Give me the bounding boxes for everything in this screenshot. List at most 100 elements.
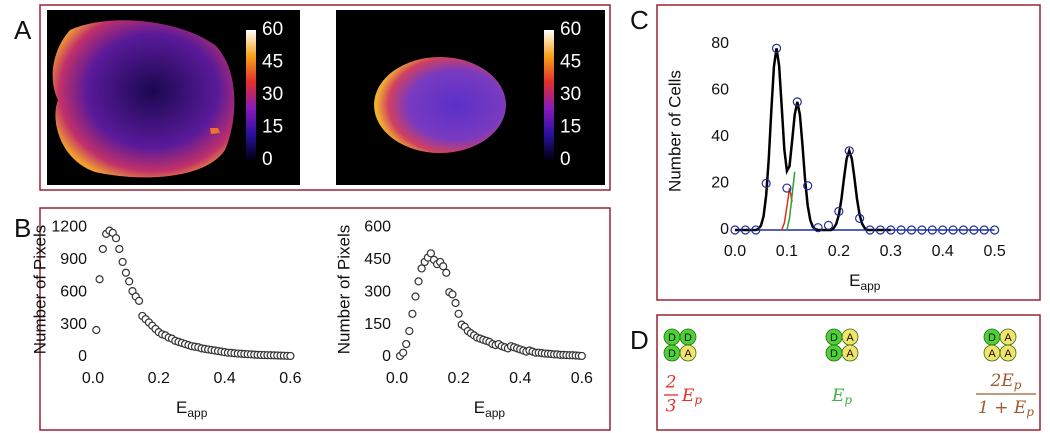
data-point	[286, 351, 295, 361]
data-point	[844, 146, 854, 156]
cell-image	[374, 57, 506, 153]
x-axis-label-sub: app	[860, 279, 880, 293]
y-tick-label: 0	[382, 348, 391, 365]
data-point	[405, 326, 414, 336]
data-point	[958, 225, 969, 235]
y-tick-label: 150	[364, 316, 391, 333]
data-point	[938, 225, 948, 235]
data-point	[111, 234, 121, 243]
data-point	[417, 264, 426, 273]
data-point	[125, 277, 134, 286]
colorbar	[544, 30, 554, 160]
x-tick-label: 0.4	[932, 243, 954, 260]
y-tick-label: 600	[364, 219, 391, 236]
subunit-label: D	[668, 348, 676, 360]
data-point	[948, 225, 958, 235]
data-point	[865, 225, 875, 235]
formula-numerator: 2	[665, 373, 677, 393]
colorbar	[246, 30, 256, 160]
panel-label: A	[14, 15, 32, 45]
x-axis-label: Eapp	[474, 398, 506, 420]
x-tick-label: 0.2	[447, 370, 469, 387]
data-point	[979, 225, 989, 235]
subunit-label: A	[1004, 348, 1012, 360]
data-point	[751, 225, 761, 235]
data-point	[969, 225, 979, 235]
x-tick-label: 0.2	[148, 370, 170, 387]
y-axis-label: Number of Cells	[665, 70, 684, 192]
data-point	[408, 309, 417, 318]
x-tick-label: 0.0	[386, 370, 408, 387]
x-tick-label: 0.6	[571, 370, 593, 387]
formula-sub: p	[694, 393, 702, 407]
y-tick-label: 1200	[51, 219, 87, 236]
data-point	[834, 206, 844, 216]
formula-term: Ep	[831, 386, 852, 407]
subunit	[841, 344, 859, 362]
fit-line	[786, 171, 796, 231]
data-point	[917, 225, 927, 235]
subunit-label: A	[846, 348, 854, 360]
formula-main: 2E	[990, 371, 1015, 391]
subunit-label: D	[668, 332, 676, 344]
colorbar-tick-label: 60	[262, 19, 283, 40]
subunit-label: D	[988, 332, 996, 344]
data-point	[121, 268, 131, 277]
y-tick-label: 450	[364, 251, 391, 268]
fit-line	[781, 187, 793, 231]
panel-label: C	[630, 5, 649, 35]
data-point	[771, 43, 782, 53]
y-tick-label: 0	[720, 221, 729, 238]
colorbar-tick-label: 0	[262, 149, 273, 170]
data-point	[990, 225, 1000, 235]
data-point	[906, 225, 917, 235]
x-axis-label-main: E	[176, 398, 187, 417]
subunit	[679, 344, 697, 362]
data-point	[886, 225, 896, 235]
formula-main: E	[831, 386, 845, 406]
x-axis-label-main: E	[849, 271, 860, 290]
formula-term: Ep	[681, 386, 702, 407]
data-point	[414, 277, 423, 286]
data-point	[454, 309, 463, 318]
x-axis-label: Eapp	[849, 271, 881, 293]
data-point	[92, 325, 101, 335]
subunit-label: D	[684, 332, 692, 344]
data-point	[118, 257, 127, 267]
colorbar-tick-label: 15	[262, 117, 283, 138]
x-axis-label: Eapp	[176, 398, 208, 420]
subunit-label: D	[830, 348, 838, 360]
panel-frame	[39, 4, 611, 191]
cell-image	[52, 20, 235, 178]
data-point	[730, 225, 740, 235]
data-point	[98, 244, 107, 254]
colorbar-tick-label: 0	[560, 149, 571, 170]
subunit-label: A	[684, 348, 692, 360]
y-axis-label: Number of Pixels	[30, 225, 49, 354]
colorbar-tick-label: 15	[560, 117, 581, 138]
y-tick-label: 20	[711, 175, 729, 192]
data-point	[402, 339, 411, 349]
data-point	[896, 225, 906, 235]
formula-sub: p	[1014, 378, 1022, 392]
y-tick-label: 80	[711, 35, 729, 52]
formula-numerator: 2Ep	[990, 371, 1022, 392]
subunit-label: A	[1004, 332, 1012, 344]
data-point	[875, 225, 885, 235]
y-tick-label: 40	[711, 128, 729, 145]
data-point	[577, 351, 586, 361]
x-tick-label: 0.6	[279, 370, 301, 387]
formula-denominator: 3	[666, 397, 677, 417]
data-point	[442, 268, 451, 277]
colorbar-tick-label: 45	[262, 52, 283, 73]
y-tick-label: 300	[364, 283, 391, 300]
data-point	[792, 97, 802, 107]
y-tick-label: 600	[60, 283, 87, 300]
fit-line	[735, 48, 891, 232]
y-tick-label: 300	[60, 316, 87, 333]
data-point	[134, 296, 144, 305]
x-tick-label: 0.4	[213, 370, 235, 387]
panel-frame	[656, 4, 1041, 301]
